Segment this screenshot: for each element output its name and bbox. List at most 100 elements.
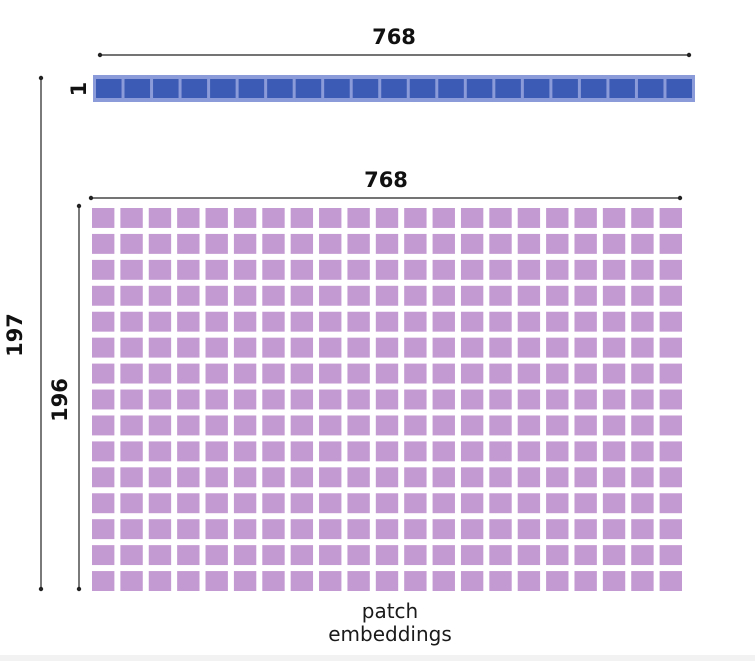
patch-embedding-cell <box>432 415 455 436</box>
patch-embedding-cell <box>375 519 399 540</box>
patch-embedding-cell <box>148 337 172 358</box>
patch-embedding-cell <box>460 415 484 436</box>
cls-token-cell <box>552 79 578 98</box>
patch-embedding-cell <box>92 441 115 462</box>
patch-embedding-cell <box>631 233 654 254</box>
cls-token-cell <box>238 79 265 98</box>
patch-embedding-cell <box>631 493 654 514</box>
patch-embedding-cell <box>659 259 682 280</box>
patch-width-dimension: 768 <box>88 168 683 201</box>
patch-embedding-cell <box>659 467 682 488</box>
patch-embedding-cell <box>432 389 455 410</box>
patch-embedding-cell <box>347 285 370 306</box>
patch-embedding-cell <box>631 519 654 540</box>
patch-embedding-cell <box>92 415 115 436</box>
patch-embeddings-grid <box>92 208 682 591</box>
patch-embedding-cell <box>432 519 455 540</box>
patch-embedding-cell <box>432 363 455 384</box>
patch-embedding-cell <box>460 233 484 254</box>
patch-embedding-cell <box>404 259 427 280</box>
patch-embedding-cell <box>290 441 314 462</box>
patch-embedding-cell <box>404 208 427 228</box>
patch-embedding-cell <box>460 208 484 228</box>
patch-embedding-cell <box>177 233 200 254</box>
patch-embedding-cell <box>375 415 399 436</box>
patch-embedding-cell <box>233 337 257 358</box>
cls-token-cell <box>96 79 122 98</box>
cls-token-cell <box>124 79 151 98</box>
patch-embedding-cell <box>177 441 200 462</box>
patch-embedding-cell <box>546 441 569 462</box>
patch-embedding-cell <box>205 467 228 488</box>
patch-embedding-cell <box>347 441 370 462</box>
patch-embedding-cell <box>659 337 682 358</box>
patch-embedding-cell <box>319 208 342 228</box>
patch-embedding-cell <box>659 519 682 540</box>
patch-embedding-cell <box>262 571 285 591</box>
patch-embedding-cell <box>205 337 228 358</box>
patch-embedding-cell <box>375 389 399 410</box>
patch-embedding-cell <box>404 363 427 384</box>
patch-embedding-cell <box>489 259 512 280</box>
cls-token-cell <box>580 79 607 98</box>
patch-embedding-cell <box>92 208 115 228</box>
patch-embedding-cell <box>290 208 314 228</box>
patch-embedding-cell <box>602 545 626 566</box>
patch-embedding-cell <box>233 208 257 228</box>
patch-embedding-cell <box>262 493 285 514</box>
patch-embedding-cell <box>347 571 370 591</box>
total-height-dimension: 197 <box>3 75 44 592</box>
patch-embedding-cell <box>489 519 512 540</box>
patch-embedding-cell <box>631 545 654 566</box>
cls-token-cell <box>409 79 436 98</box>
patch-embedding-cell <box>120 519 143 540</box>
patch-embedding-cell <box>177 571 200 591</box>
patch-embedding-cell <box>347 208 370 228</box>
patch-embedding-cell <box>319 493 342 514</box>
patch-embedding-cell <box>489 389 512 410</box>
patch-embedding-cell <box>347 493 370 514</box>
patch-embedding-cell <box>375 441 399 462</box>
patch-embedding-cell <box>432 337 455 358</box>
patch-embedding-cell <box>120 571 143 591</box>
patch-embedding-cell <box>574 467 597 488</box>
patch-embedding-cell <box>177 519 200 540</box>
total-height-label: 197 <box>3 313 27 357</box>
patch-embedding-cell <box>375 311 399 332</box>
patch-embedding-cell <box>92 259 115 280</box>
patch-embedding-cell <box>290 519 314 540</box>
cls-token-cell <box>523 79 550 98</box>
patch-embedding-cell <box>120 389 143 410</box>
patch-embedding-cell <box>404 571 427 591</box>
patch-embedding-cell <box>319 285 342 306</box>
cls-token-cell <box>438 79 464 98</box>
patch-embedding-cell <box>631 467 654 488</box>
patch-embedding-cell <box>659 208 682 228</box>
patch-embedding-cell <box>460 389 484 410</box>
cls-token-cell <box>210 79 236 98</box>
patch-embedding-cell <box>602 415 626 436</box>
patch-embedding-cell <box>602 467 626 488</box>
patch-embedding-cell <box>489 467 512 488</box>
patch-embedding-cell <box>290 571 314 591</box>
patch-embedding-cell <box>120 208 143 228</box>
patch-embedding-cell <box>489 441 512 462</box>
patch-embedding-cell <box>546 363 569 384</box>
patch-width-label: 768 <box>364 168 408 192</box>
patch-embedding-cell <box>546 311 569 332</box>
patch-embedding-cell <box>404 441 427 462</box>
patch-embedding-cell <box>347 233 370 254</box>
patch-embedding-cell <box>233 389 257 410</box>
patch-embedding-cell <box>233 259 257 280</box>
patch-embedding-cell <box>631 311 654 332</box>
patch-embedding-cell <box>177 363 200 384</box>
patch-embedding-cell <box>631 337 654 358</box>
cls-token-cell <box>181 79 208 98</box>
patch-embedding-cell <box>92 311 115 332</box>
patch-embedding-cell <box>92 467 115 488</box>
patch-embedding-cell <box>659 233 682 254</box>
patch-embedding-cell <box>347 259 370 280</box>
patch-embedding-cell <box>546 519 569 540</box>
patch-embedding-cell <box>574 519 597 540</box>
patch-embedding-cell <box>290 337 314 358</box>
